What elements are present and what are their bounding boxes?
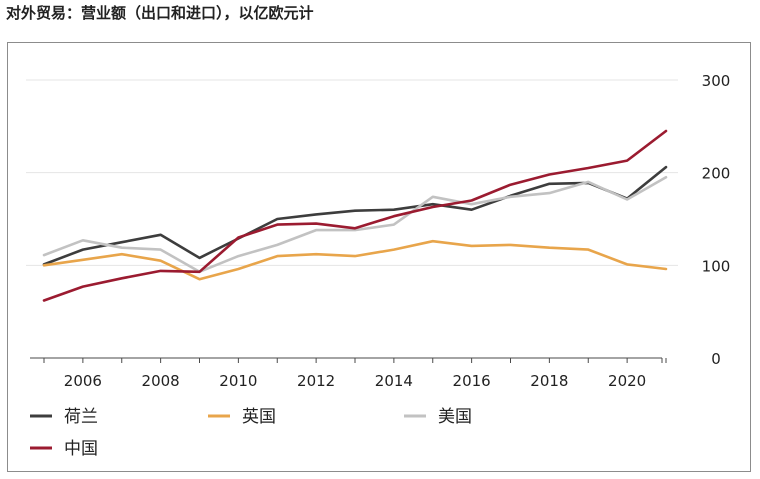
series-line-2	[42, 176, 668, 274]
legend-label-0: 荷兰	[64, 407, 98, 427]
y-tick-label: 300	[702, 72, 731, 90]
y-tick-label: 200	[702, 165, 731, 183]
grid-lines	[26, 79, 678, 266]
x-tick-label: 2014	[375, 372, 413, 390]
x-tick-label: 2006	[64, 372, 102, 390]
x-tick-label: 2016	[453, 372, 491, 390]
series-line-1	[42, 239, 668, 281]
series-lines	[42, 129, 668, 302]
x-axis: 2006 2008 2010 2012 2014 2016 2018 2020	[30, 357, 667, 390]
y-tick-label: 0	[711, 350, 721, 368]
chart-frame	[7, 42, 751, 472]
y-tick-label: 100	[702, 257, 731, 275]
x-tick-label: 2010	[219, 372, 257, 390]
x-tick-label: 2012	[297, 372, 335, 390]
series-line-0	[42, 165, 668, 266]
x-tick-label: 2020	[608, 372, 646, 390]
legend-label-1: 英国	[242, 407, 276, 427]
x-tick-label: 2008	[142, 372, 180, 390]
legend-label-2: 美国	[438, 407, 472, 427]
y-axis: 0 100 200 300	[702, 72, 731, 368]
x-tick-label: 2018	[530, 372, 568, 390]
chart-title: 对外贸易：营业额（出口和进口），以亿欧元计	[6, 4, 314, 22]
series-line-3	[42, 129, 668, 302]
legend-label-3: 中国	[64, 439, 98, 459]
